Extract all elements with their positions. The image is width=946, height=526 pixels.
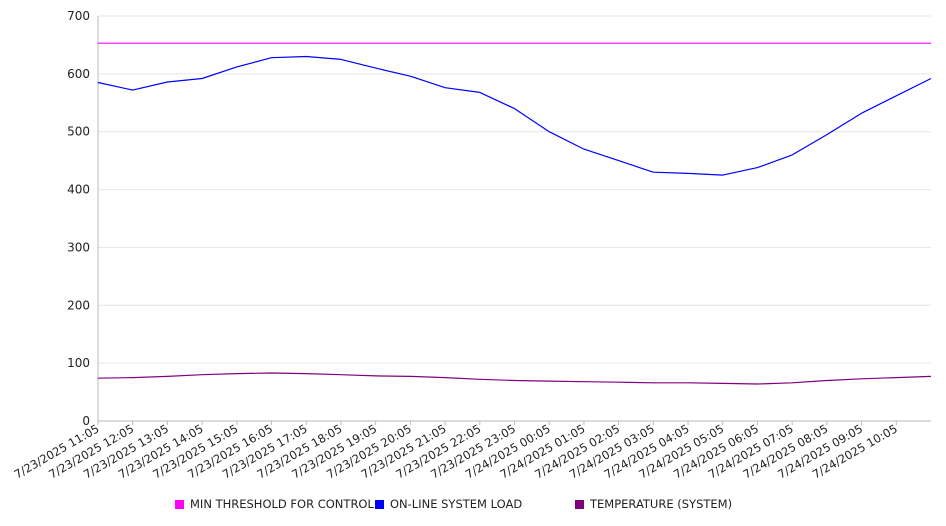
- y-tick-label: 200: [67, 298, 90, 312]
- y-tick-label: 0: [82, 414, 90, 428]
- y-tick-label: 500: [67, 125, 90, 139]
- legend: MIN THRESHOLD FOR CONTROL ON-LINE SYSTEM…: [0, 497, 946, 515]
- y-tick-label: 100: [67, 356, 90, 370]
- legend-label-min-threshold: MIN THRESHOLD FOR CONTROL: [190, 497, 374, 511]
- y-tick-label: 300: [67, 240, 90, 254]
- series-line-1: [97, 55, 932, 176]
- legend-label-temperature: TEMPERATURE (SYSTEM): [590, 497, 733, 511]
- legend-item-min-threshold[interactable]: MIN THRESHOLD FOR CONTROL: [175, 497, 374, 511]
- x-tick-labels: 7/23/2025 11:057/23/2025 12:057/23/2025 …: [12, 421, 900, 481]
- legend-label-online-system-load: ON-LINE SYSTEM LOAD: [390, 497, 523, 511]
- series-line-2: [97, 372, 932, 385]
- legend-item-online-system-load[interactable]: ON-LINE SYSTEM LOAD: [375, 497, 522, 511]
- legend-swatch-temperature: [575, 499, 584, 509]
- grid-lines: [98, 15, 931, 422]
- legend-swatch-online-system-load: [375, 499, 384, 509]
- y-tick-label: 600: [67, 67, 90, 81]
- axes: [97, 16, 931, 425]
- legend-item-temperature[interactable]: TEMPERATURE (SYSTEM): [575, 497, 732, 511]
- y-tick-label: 400: [67, 183, 90, 197]
- legend-swatch-min-threshold: [175, 499, 184, 509]
- series-lines: [97, 42, 932, 385]
- y-tick-labels: 0 100 200 300 400 500 600 700: [67, 9, 90, 428]
- y-tick-label: 700: [67, 9, 90, 23]
